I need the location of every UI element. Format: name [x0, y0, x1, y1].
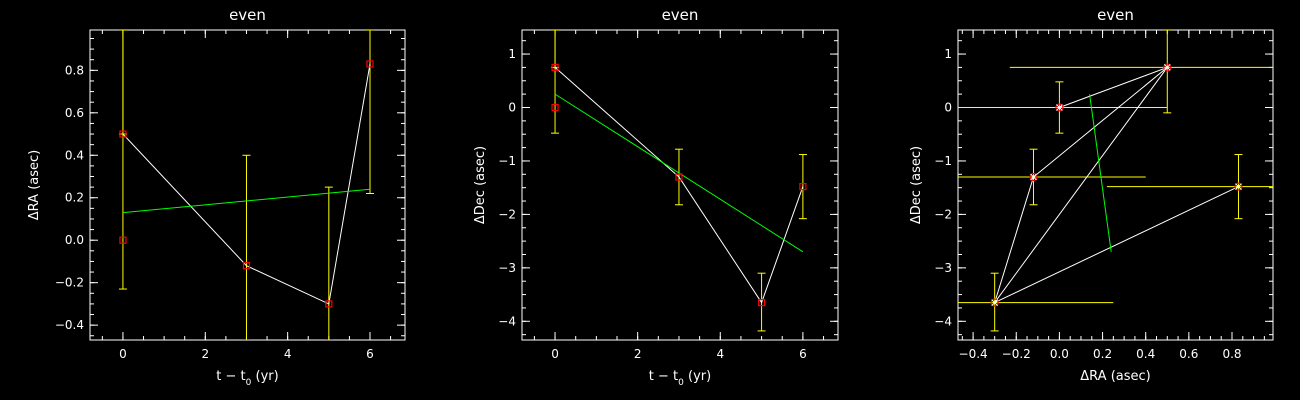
y-tick-label: −3: [498, 261, 516, 275]
data-point-cross: [1030, 173, 1037, 181]
data-series-line: [122, 63, 371, 305]
x-tick-label: 0.6: [1179, 347, 1198, 361]
chart-title: even: [229, 6, 266, 24]
y-tick-label: −3: [934, 261, 952, 275]
data-point-marker: [1029, 172, 1038, 182]
data-point-marker: [990, 298, 999, 307]
y-tick-label: −4: [934, 314, 952, 328]
y-axis-label: ΔDec (asec): [473, 146, 488, 224]
data-layer: [551, 30, 807, 332]
chart-panel-3: even −0.4 −0.2 0.0 0.2 0.4 0.6 0.8 −4 −3 −2 −1 0 1 ΔRA…: [909, 6, 1274, 384]
x-axis-label: t − t0 (yr): [216, 369, 278, 388]
y-tick-label: −1: [934, 154, 952, 168]
data-point-cross: [1163, 64, 1171, 71]
y-tick-label: 0.2: [65, 191, 84, 205]
x-tick-label: 0: [119, 347, 127, 361]
x-axis-label-unit: (yr): [251, 369, 278, 384]
x-axis-label: t − t0 (yr): [649, 369, 711, 388]
data-point-marker: [242, 262, 251, 270]
chart-title: even: [1097, 6, 1134, 24]
data-series-line: [554, 67, 804, 304]
x-axis-label-unit: (yr): [684, 369, 711, 384]
x-tick-label: 4: [284, 347, 292, 361]
y-axis-label: ΔDec (asec): [909, 146, 924, 224]
x-tick-label: 0.2: [1093, 347, 1112, 361]
data-point-cross: [991, 299, 999, 306]
x-tick-label: 6: [366, 347, 374, 361]
y-tick-label: −4: [498, 314, 516, 328]
fit-line: [122, 188, 371, 214]
axes-frame: [521, 29, 839, 341]
x-tick-label: 6: [799, 347, 807, 361]
axes-frame: [89, 29, 406, 341]
x-tick-label: 0.4: [1136, 347, 1155, 361]
data-point-marker: [799, 183, 807, 191]
data-point-marker: [551, 103, 559, 112]
chart-title: even: [662, 6, 699, 24]
x-tick-label: 2: [634, 347, 642, 361]
data-layer: [958, 30, 1273, 332]
data-point-cross: [1056, 104, 1063, 111]
data-point-marker: [366, 60, 374, 68]
x-tick-label: 4: [716, 347, 724, 361]
y-tick-label: −0.4: [55, 318, 84, 332]
y-tick-label: 1: [944, 47, 952, 61]
x-tick-label: −0.2: [1002, 347, 1031, 361]
data-point-marker: [675, 173, 683, 181]
data-point-marker: [551, 63, 559, 72]
y-tick-label: −2: [934, 207, 952, 221]
data-point-marker: [1055, 103, 1064, 112]
y-tick-label: 1: [508, 47, 516, 61]
y-tick-label: 0.4: [65, 148, 84, 162]
data-point-marker: [1163, 63, 1172, 72]
x-tick-label: 2: [201, 347, 209, 361]
y-tick-label: 0.6: [65, 106, 84, 120]
data-point-marker: [325, 300, 333, 308]
x-axis-label-subscript: 0: [678, 378, 684, 388]
x-tick-label: 0.8: [1222, 347, 1241, 361]
x-tick-label: 0: [551, 347, 559, 361]
data-point-marker: [119, 236, 127, 244]
x-tick-label: 0.0: [1050, 347, 1069, 361]
chart-panel-2: even 0 2 4 6 −4 −3 −2 −1 0 1 t − t0 (yr) ΔDec (asec): [473, 6, 839, 388]
data-point-marker: [119, 130, 127, 138]
x-tick-label: −0.4: [959, 347, 988, 361]
y-tick-label: −2: [498, 207, 516, 221]
chart-panel-1: even 0 2 4 6 −0.4 −0.2 0.0 0.2 0.4 0.6 0.8 t − t0 (y…: [27, 6, 406, 388]
fit-line: [554, 93, 804, 253]
data-layer: [118, 30, 374, 340]
fit-line: [1089, 94, 1112, 252]
x-axis-label-subscript: 0: [246, 378, 252, 388]
data-series-line: [994, 66, 1239, 304]
y-tick-label: 0: [508, 101, 516, 115]
y-axis-label: ΔRA (asec): [27, 150, 42, 220]
data-point-marker: [1234, 182, 1243, 191]
y-tick-label: 0.0: [65, 233, 84, 247]
y-tick-label: 0.8: [65, 63, 84, 77]
y-tick-label: −1: [498, 154, 516, 168]
y-tick-label: −0.2: [55, 276, 84, 290]
y-tick-label: 0: [944, 101, 952, 115]
data-point-marker: [757, 298, 766, 307]
x-axis-label: ΔRA (asec): [1080, 369, 1150, 384]
axes-frame: [957, 29, 1274, 341]
data-point-cross: [1235, 183, 1242, 190]
